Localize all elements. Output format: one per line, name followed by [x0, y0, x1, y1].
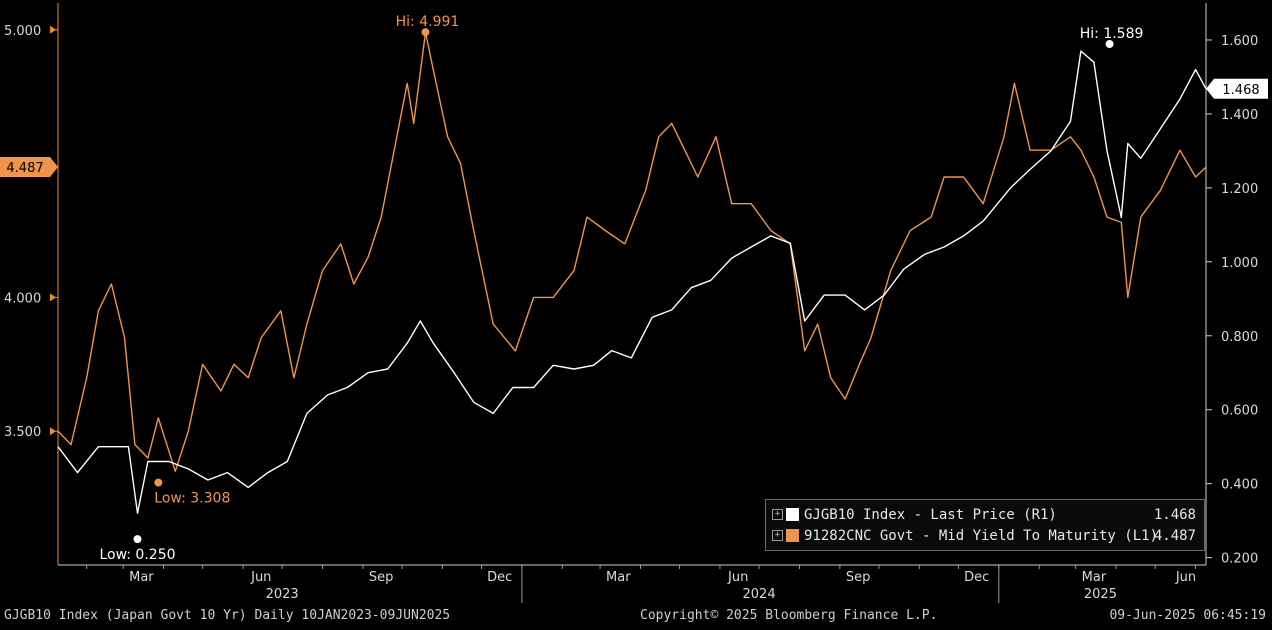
legend-swatch-white [786, 508, 799, 521]
x-month-label: Sep [846, 570, 871, 585]
x-year-label: 2024 [743, 587, 776, 602]
left-low-label: Low: 3.308 [154, 491, 230, 507]
right-last-price-tag [1206, 78, 1268, 99]
x-month-label: Jun [250, 570, 271, 585]
left-tick-arrow [50, 427, 56, 436]
right-tick-label: 1.000 [1221, 256, 1258, 271]
left-tick-arrow [50, 25, 56, 34]
x-month-label: Mar [606, 570, 631, 585]
series-line-91282cnc [57, 31, 1207, 472]
x-month-label: Sep [369, 570, 394, 585]
x-axis-ticks: Mar Jun Sep Dec Mar Jun Sep Dec Mar Jun 2023 2024 20… [86, 565, 1196, 603]
right-low-marker [133, 535, 142, 544]
footer-timestamp: 09-Jun-2025 06:45:19 [1109, 608, 1266, 623]
legend-entry-91282cnc[interactable]: + 91282CNC Govt - Mid Yield To Maturity … [766, 527, 1204, 549]
left-tick-label: 3.500 [4, 425, 41, 440]
left-tick-label: 5.000 [4, 24, 41, 39]
right-hi-label: Hi: 1.589 [1080, 26, 1144, 42]
right-tick-label: 1.600 [1221, 34, 1258, 49]
axes [57, 3, 1207, 566]
series-line-gjgb10 [57, 50, 1207, 514]
right-axis-ticks: 0.200 0.400 0.600 0.800 1.000 1.200 1.400 1.600 [1206, 34, 1258, 567]
left-tick-arrow [50, 293, 56, 302]
series-layer [57, 31, 1207, 514]
legend-series-value: 4.487 [1153, 528, 1196, 544]
left-axis-ticks: 3.500 4.000 5.000 [4, 24, 58, 440]
left-last-price-label: 4.487 [6, 161, 43, 176]
x-month-label: Jun [727, 570, 748, 585]
left-hi-marker [421, 28, 430, 37]
left-low-marker [154, 478, 163, 487]
legend-toggle-icon[interactable]: + [772, 530, 783, 541]
legend-series-name: 91282CNC Govt - Mid Yield To Maturity (L… [804, 528, 1159, 544]
annotation-layer: Hi: 4.991 Hi: 1.589 Low: 0.250 Low: 3.308 4.… [0, 14, 1268, 563]
footer-copyright: Copyright© 2025 Bloomberg Finance L.P. [640, 608, 938, 623]
legend-swatch-orange [786, 529, 799, 542]
x-month-label: Mar [1082, 570, 1107, 585]
chart-legend: + GJGB10 Index - Last Price (R1) 1.468 +… [765, 499, 1205, 551]
right-last-price-label: 1.468 [1222, 83, 1259, 98]
right-tick-label: 0.400 [1221, 478, 1258, 493]
chart-footer: GJGB10 Index (Japan Govt 10 Yr) Daily 10… [0, 604, 1272, 630]
left-last-price-tag [0, 157, 58, 178]
legend-toggle-icon[interactable]: + [772, 509, 783, 520]
right-hi-marker [1105, 40, 1114, 49]
right-tick-label: 0.800 [1221, 330, 1258, 345]
legend-series-name: GJGB10 Index - Last Price (R1) [804, 507, 1057, 523]
footer-security-info: GJGB10 Index (Japan Govt 10 Yr) Daily 10… [4, 608, 451, 623]
left-tick-label: 4.000 [4, 291, 41, 306]
legend-entry-gjgb10[interactable]: + GJGB10 Index - Last Price (R1) 1.468 [766, 506, 1204, 528]
x-month-label: Dec [487, 570, 512, 585]
x-year-label: 2025 [1084, 587, 1117, 602]
right-tick-label: 1.400 [1221, 108, 1258, 123]
right-low-label: Low: 0.250 [99, 547, 175, 563]
x-month-label: Jun [1175, 570, 1196, 585]
x-month-label: Mar [129, 570, 154, 585]
left-hi-label: Hi: 4.991 [396, 14, 460, 30]
x-month-label: Dec [964, 570, 989, 585]
right-tick-label: 1.200 [1221, 182, 1258, 197]
x-year-label: 2023 [266, 587, 299, 602]
legend-series-value: 1.468 [1153, 507, 1196, 523]
right-tick-label: 0.200 [1221, 552, 1258, 567]
right-tick-label: 0.600 [1221, 404, 1258, 419]
